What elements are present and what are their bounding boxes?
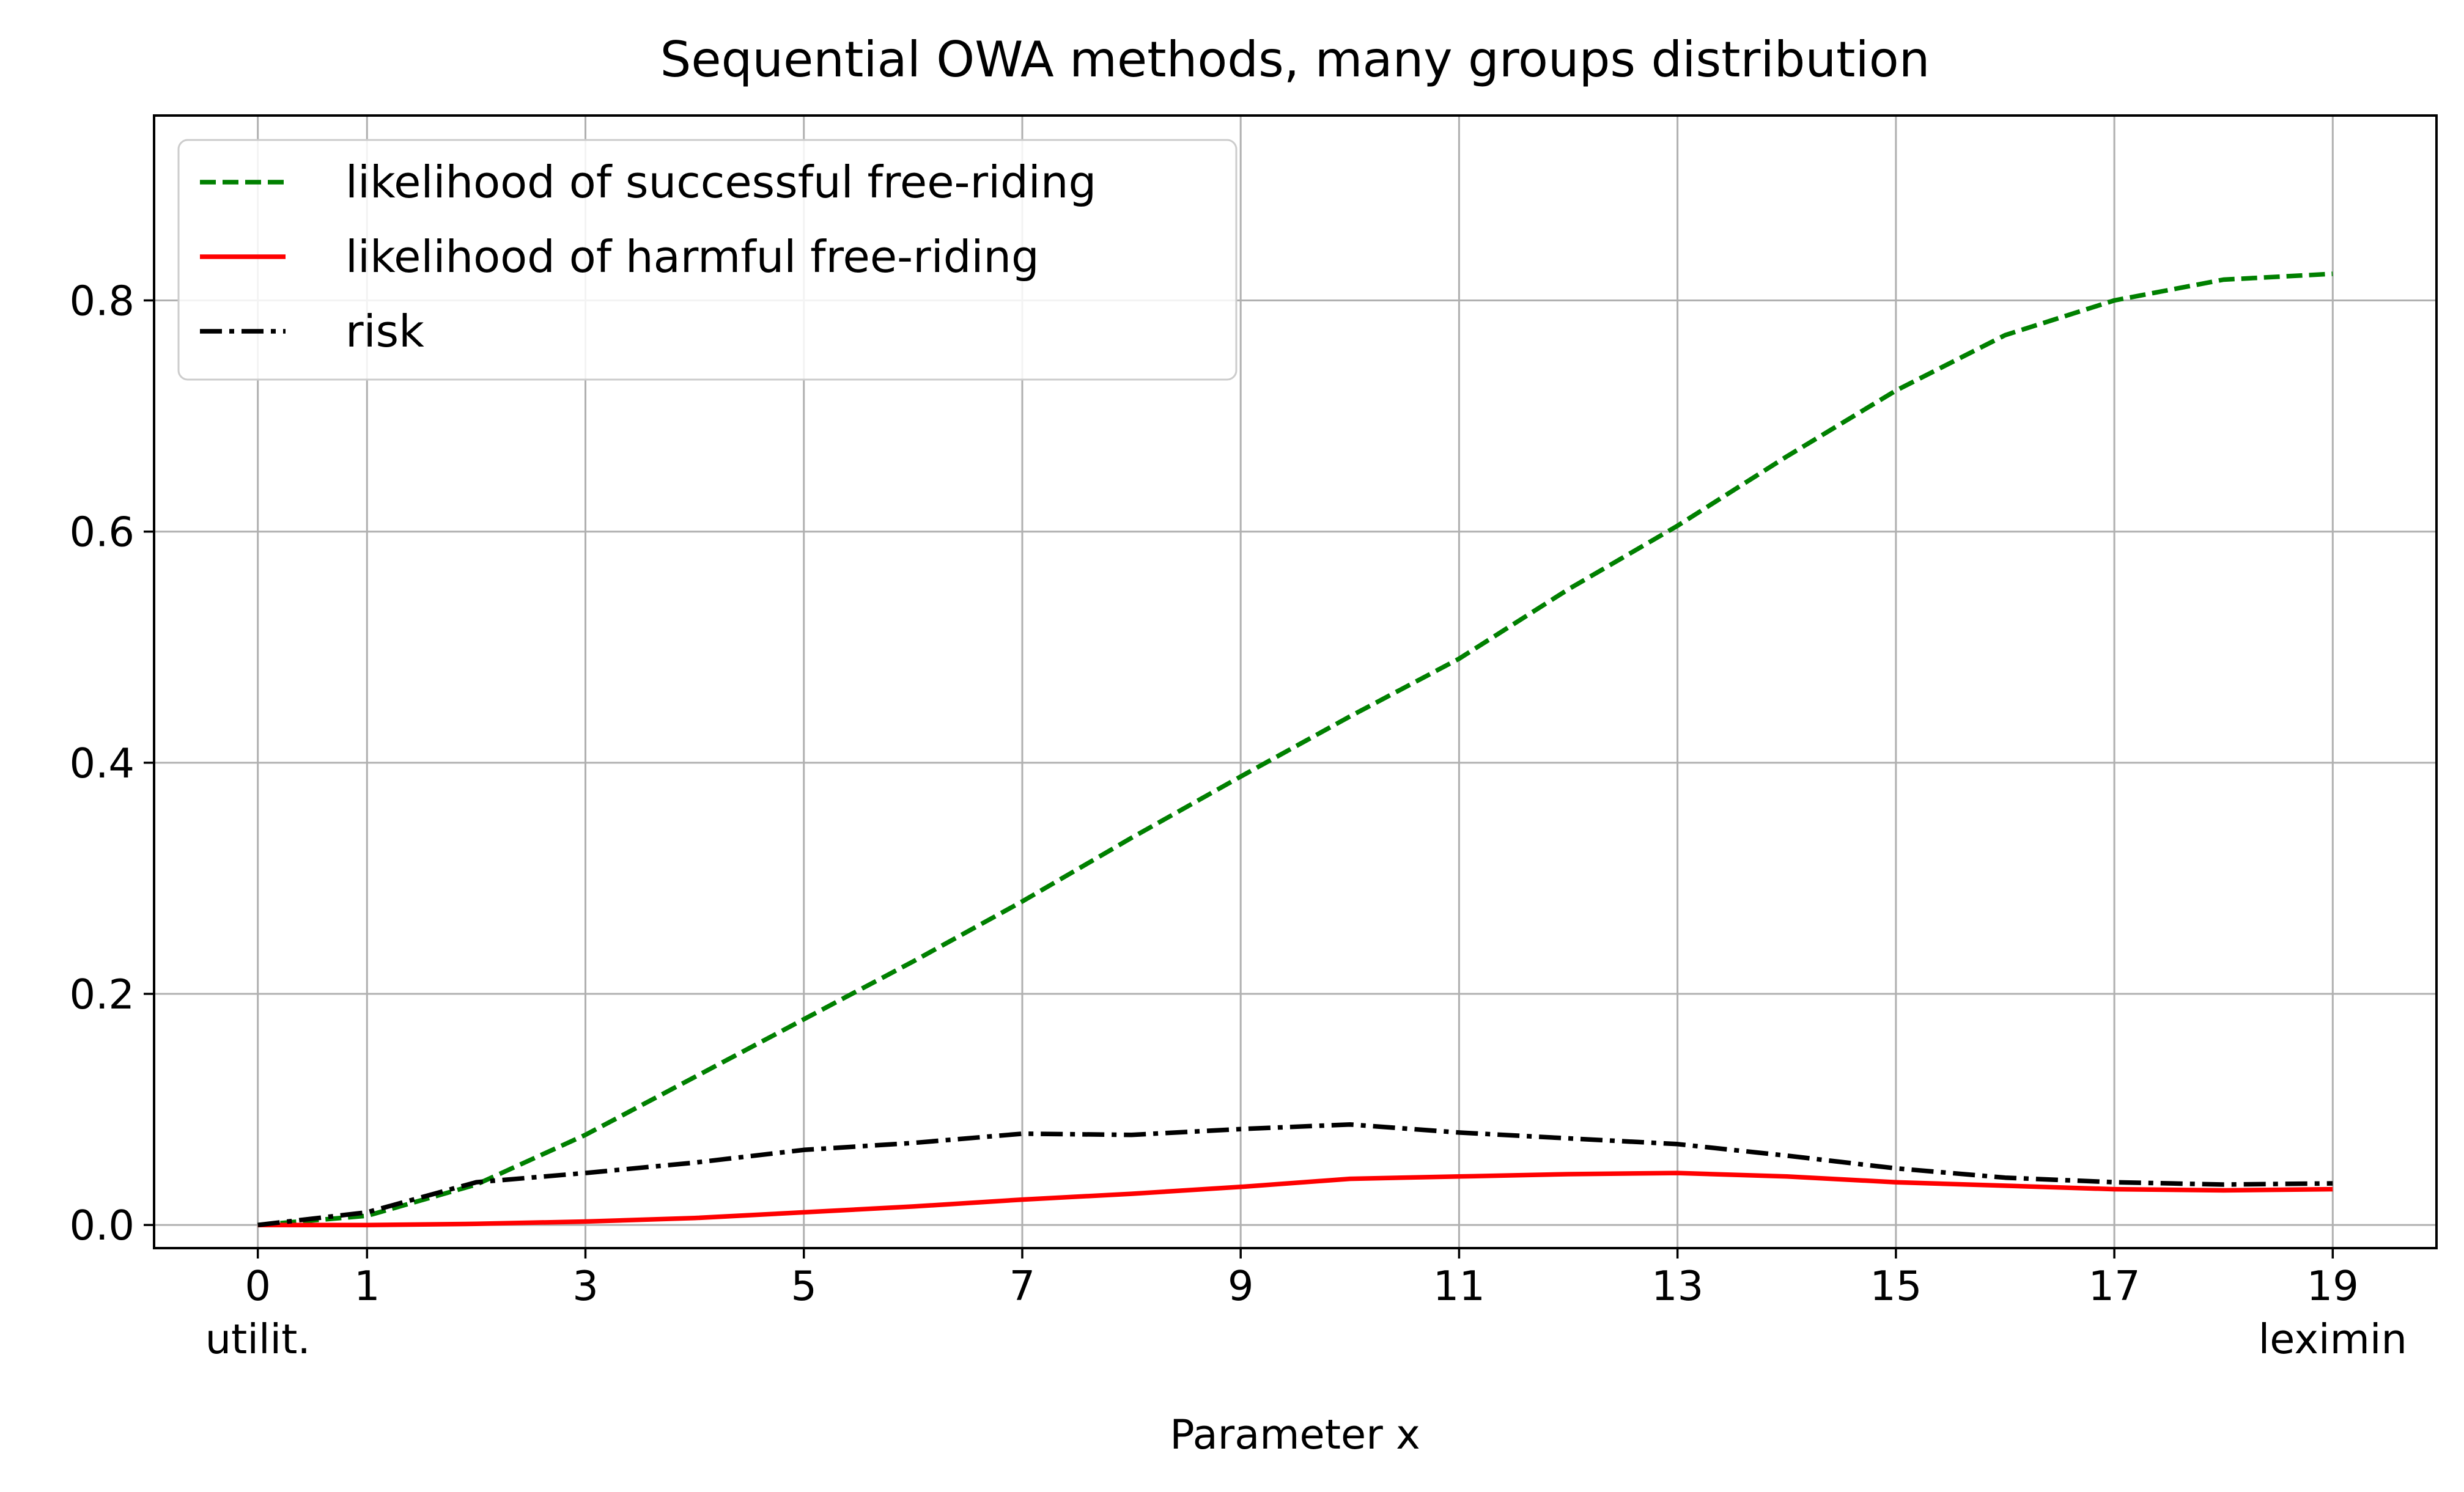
x-tick-label: 17 xyxy=(2088,1262,2140,1310)
x-tick-label: 7 xyxy=(1009,1262,1036,1310)
series-line-1 xyxy=(257,271,2333,1227)
plot-frame xyxy=(153,114,2438,1249)
x-tick-label: 0 xyxy=(245,1262,271,1310)
x-tick-label: 3 xyxy=(572,1262,599,1310)
y-tick-label: 0.2 xyxy=(69,971,135,1018)
series-line-2 xyxy=(257,1170,2333,1227)
y-tick-label: 0.6 xyxy=(69,509,135,556)
x-tick-label: 13 xyxy=(1651,1262,1703,1310)
legend-label: likelihood of successful free-riding xyxy=(345,156,1096,208)
series-lines xyxy=(257,271,2333,1227)
y-tick-label: 0.8 xyxy=(69,277,135,325)
legend-box xyxy=(177,139,1238,381)
legend-label: risk xyxy=(345,306,424,357)
series-line-3 xyxy=(257,1122,2333,1227)
x-tick-sublabel: utilit. xyxy=(205,1315,311,1363)
x-tick-label: 5 xyxy=(791,1262,817,1310)
x-tick-label: 1 xyxy=(354,1262,380,1310)
x-tick-label: 19 xyxy=(2307,1262,2359,1310)
chart-title: Sequential OWA methods, many groups dist… xyxy=(660,31,1930,88)
y-tick-label: 0.0 xyxy=(69,1202,135,1249)
x-tick-label: 15 xyxy=(1870,1262,1922,1310)
legend: likelihood of successful free-riding like… xyxy=(177,139,1238,381)
x-axis-label: Parameter x xyxy=(1170,1411,1420,1458)
legend-label: likelihood of harmful free-riding xyxy=(345,231,1039,282)
x-tick-sublabel: leximin xyxy=(2259,1315,2407,1363)
x-tick-label: 9 xyxy=(1228,1262,1254,1310)
y-tick-label: 0.4 xyxy=(69,740,135,787)
x-tick-label: 11 xyxy=(1433,1262,1485,1310)
